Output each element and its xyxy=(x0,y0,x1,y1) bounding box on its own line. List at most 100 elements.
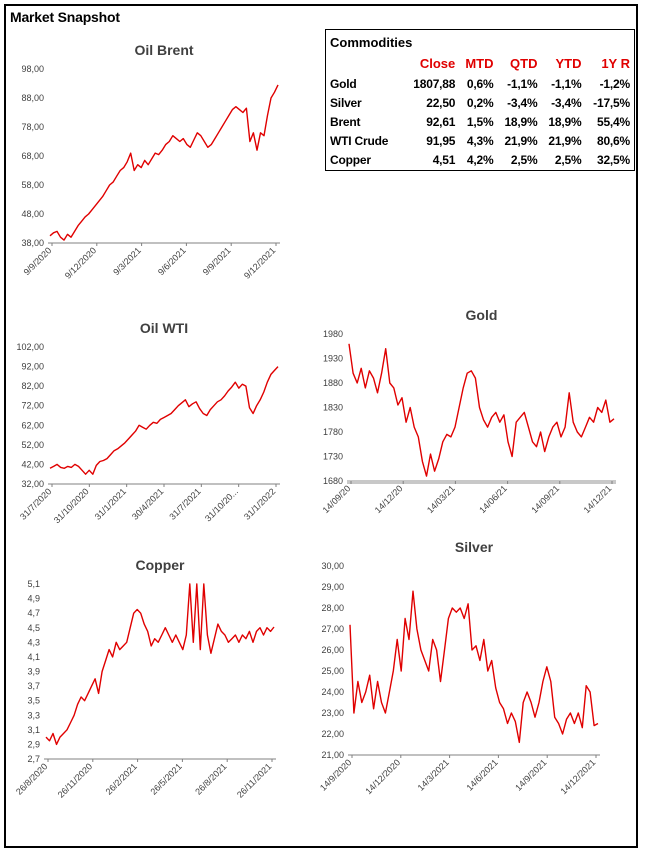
header-name xyxy=(326,55,405,74)
table-grid: Close MTD QTD YTD 1Y R Gold 1807,88 0,6%… xyxy=(326,55,634,169)
gold-series-line xyxy=(348,343,615,477)
y-tick-label: 72,00 xyxy=(21,401,44,411)
x-tick-label: 9/9/2020 xyxy=(22,245,54,277)
oil-brent-chart: Oil Brent 98,00 88,00 78,00 68,00 58,00 48,00 3… xyxy=(6,36,306,306)
cell-qtd: 21,9% xyxy=(504,133,538,148)
y-tick-label: 2,9 xyxy=(27,739,40,749)
y-tick-label: 21,00 xyxy=(321,750,344,760)
cell-1yr: 80,6% xyxy=(596,133,630,148)
x-tick-label: 14/06/21 xyxy=(477,483,509,515)
cell-close: 91,95 xyxy=(426,133,456,148)
oil-wti-chart: Oil WTI 102,00 92,00 82,00 72,00 62,00 52,00 42… xyxy=(6,308,306,548)
cell-ytd: 21,9% xyxy=(548,133,582,148)
copper-series-line xyxy=(45,583,275,746)
y-tick-label: 58,00 xyxy=(21,180,44,190)
cell-ytd: 18,9% xyxy=(548,114,582,129)
x-tick-label: 26/2/2021 xyxy=(104,761,139,796)
table-row: WTI Crude 91,95 4,3% 21,9% 21,9% 80,6% xyxy=(326,131,634,150)
silver-series-line xyxy=(349,590,599,744)
x-tick-label: 26/8/2020 xyxy=(14,761,49,796)
x-tick-label: 14/3/2021 xyxy=(416,757,451,792)
y-tick-label: 29,00 xyxy=(321,582,344,592)
copper-chart: Copper 5,1 4,9 4,7 4,5 4,3 4,1 3,9 3,7 3,5 3,3 3,1 2… xyxy=(6,555,306,845)
y-tick-label: 23,00 xyxy=(321,708,344,718)
y-tick-label: 92,00 xyxy=(21,362,44,372)
x-tick-label: 31/10/20... xyxy=(203,486,240,523)
header-qtd: QTD xyxy=(510,55,538,71)
gold-svg: Gold 1980 1930 1880 1830 1780 1730 168014/09/20… xyxy=(321,307,616,515)
row-name: Silver xyxy=(330,95,362,110)
header-close: Close xyxy=(419,55,456,71)
y-tick-label: 32,00 xyxy=(21,479,44,489)
table-row: Silver 22,50 0,2% -3,4% -3,4% -17,5% xyxy=(326,93,634,112)
chart-title: Silver xyxy=(455,539,494,555)
cell-qtd: 2,5% xyxy=(510,152,538,167)
y-tick-label: 4,3 xyxy=(27,637,40,647)
x-tick-label: 14/12/20 xyxy=(373,483,405,515)
y-tick-label: 30,00 xyxy=(321,561,344,571)
y-tick-label: 3,1 xyxy=(27,725,40,735)
x-tick-label: 26/8/2021 xyxy=(193,761,228,796)
y-tick-label: 5,1 xyxy=(27,579,40,589)
page-frame xyxy=(4,4,638,848)
row-name: Copper xyxy=(330,152,371,167)
x-tick-label: 31/1/2022 xyxy=(242,486,277,521)
silver-chart: Silver 30,00 29,00 28,00 27,00 26,00 25,00 24,0… xyxy=(310,539,630,845)
x-tick-label: 26/11/2021 xyxy=(235,761,273,799)
y-tick-label: 4,9 xyxy=(27,594,40,604)
y-tick-label: 38,00 xyxy=(21,238,44,248)
y-tick-label: 1830 xyxy=(323,403,343,413)
wti-series-line xyxy=(49,366,279,475)
row-name: Brent xyxy=(330,114,361,129)
x-tick-label: 31/7/2021 xyxy=(167,486,202,521)
cell-mtd: 4,3% xyxy=(466,133,494,148)
brent-svg: Oil Brent 98,00 88,00 78,00 68,00 58,00 48,00 3… xyxy=(21,42,280,281)
y-tick-label: 68,00 xyxy=(21,151,44,161)
y-tick-label: 4,5 xyxy=(27,623,40,633)
x-axis xyxy=(347,480,616,484)
cell-close: 4,51 xyxy=(432,152,456,167)
chart-title: Copper xyxy=(136,557,186,573)
cell-mtd: 4,2% xyxy=(466,152,494,167)
x-tick-label: 31/10/2020 xyxy=(52,486,91,525)
cell-mtd: 0,2% xyxy=(466,95,494,110)
y-tick-label: 98,00 xyxy=(21,64,44,74)
y-tick-label: 2,7 xyxy=(27,754,40,764)
y-tick-label: 42,00 xyxy=(21,459,44,469)
x-tick-label: 14/9/2021 xyxy=(513,757,548,792)
y-tick-label: 28,00 xyxy=(321,603,344,613)
copper-svg: Copper 5,1 4,9 4,7 4,5 4,3 4,1 3,9 3,7 3,5 3,3 3,1 2… xyxy=(14,557,276,800)
x-tick-label: 14/09/21 xyxy=(529,483,561,515)
cell-ytd: 2,5% xyxy=(554,152,582,167)
cell-close: 92,61 xyxy=(426,114,456,129)
x-tick-label: 26/11/2020 xyxy=(56,761,94,799)
y-tick-label: 1980 xyxy=(323,329,343,339)
cell-ytd: -3,4% xyxy=(551,95,582,110)
y-tick-label: 1930 xyxy=(323,354,343,364)
x-tick-label: 9/12/2020 xyxy=(63,245,98,280)
silver-svg: Silver 30,00 29,00 28,00 27,00 26,00 25,00 24,0… xyxy=(318,539,600,796)
y-tick-label: 22,00 xyxy=(321,729,344,739)
y-tick-label: 78,00 xyxy=(21,122,44,132)
header-1yr: 1Y R xyxy=(601,55,630,71)
x-tick-label: 14/9/2020 xyxy=(318,757,353,792)
table-row: Gold 1807,88 0,6% -1,1% -1,1% -1,2% xyxy=(326,74,634,93)
cell-1yr: -17,5% xyxy=(593,95,630,110)
cell-1yr: -1,2% xyxy=(599,76,631,91)
cell-qtd: -1,1% xyxy=(507,76,538,91)
x-tick-label: 14/09/20 xyxy=(321,483,353,515)
y-tick-label: 25,00 xyxy=(321,666,344,676)
y-tick-label: 3,3 xyxy=(27,710,40,720)
y-tick-label: 48,00 xyxy=(21,209,44,219)
y-tick-label: 4,1 xyxy=(27,652,40,662)
y-tick-label: 1680 xyxy=(323,476,343,486)
cell-1yr: 55,4% xyxy=(596,114,630,129)
cell-mtd: 1,5% xyxy=(466,114,494,129)
table-header-row: Close MTD QTD YTD 1Y R xyxy=(326,55,634,74)
table-title: Commodities xyxy=(330,35,413,50)
row-name: WTI Crude xyxy=(330,133,389,148)
cell-ytd: -1,1% xyxy=(551,76,582,91)
y-tick-label: 3,5 xyxy=(27,696,40,706)
header-mtd: MTD xyxy=(465,55,494,71)
table-row: Copper 4,51 4,2% 2,5% 2,5% 32,5% xyxy=(326,150,634,169)
